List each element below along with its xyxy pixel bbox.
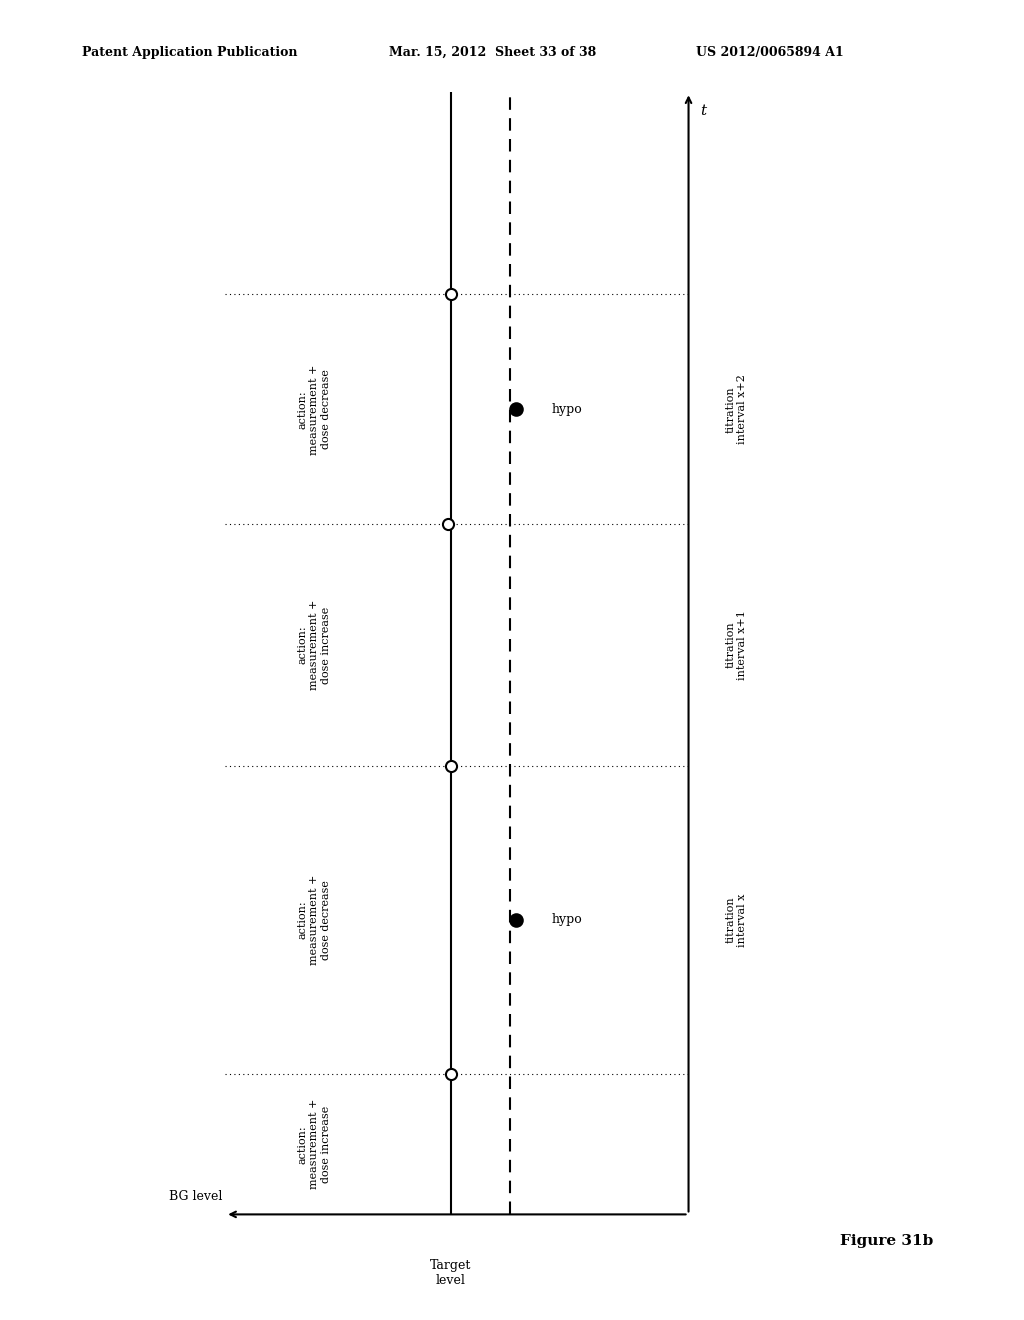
Text: action:
measurement +
dose decrease: action: measurement + dose decrease: [298, 364, 331, 454]
Text: action:
measurement +
dose increase: action: measurement + dose increase: [298, 1100, 331, 1189]
Text: hypo: hypo: [552, 913, 583, 927]
Text: hypo: hypo: [552, 403, 583, 416]
Text: titration
interval x+1: titration interval x+1: [725, 610, 746, 680]
Text: Target
level: Target level: [430, 1259, 472, 1287]
Text: titration
interval x: titration interval x: [725, 894, 746, 946]
Text: action:
measurement +
dose decrease: action: measurement + dose decrease: [298, 875, 331, 965]
Text: t: t: [700, 103, 707, 117]
Text: US 2012/0065894 A1: US 2012/0065894 A1: [696, 46, 844, 59]
Text: action:
measurement +
dose increase: action: measurement + dose increase: [298, 599, 331, 690]
Text: BG level: BG level: [169, 1191, 222, 1204]
Text: titration
interval x+2: titration interval x+2: [725, 375, 746, 445]
Text: Patent Application Publication: Patent Application Publication: [82, 46, 297, 59]
Text: Figure 31b: Figure 31b: [840, 1234, 933, 1249]
Text: Mar. 15, 2012  Sheet 33 of 38: Mar. 15, 2012 Sheet 33 of 38: [389, 46, 596, 59]
